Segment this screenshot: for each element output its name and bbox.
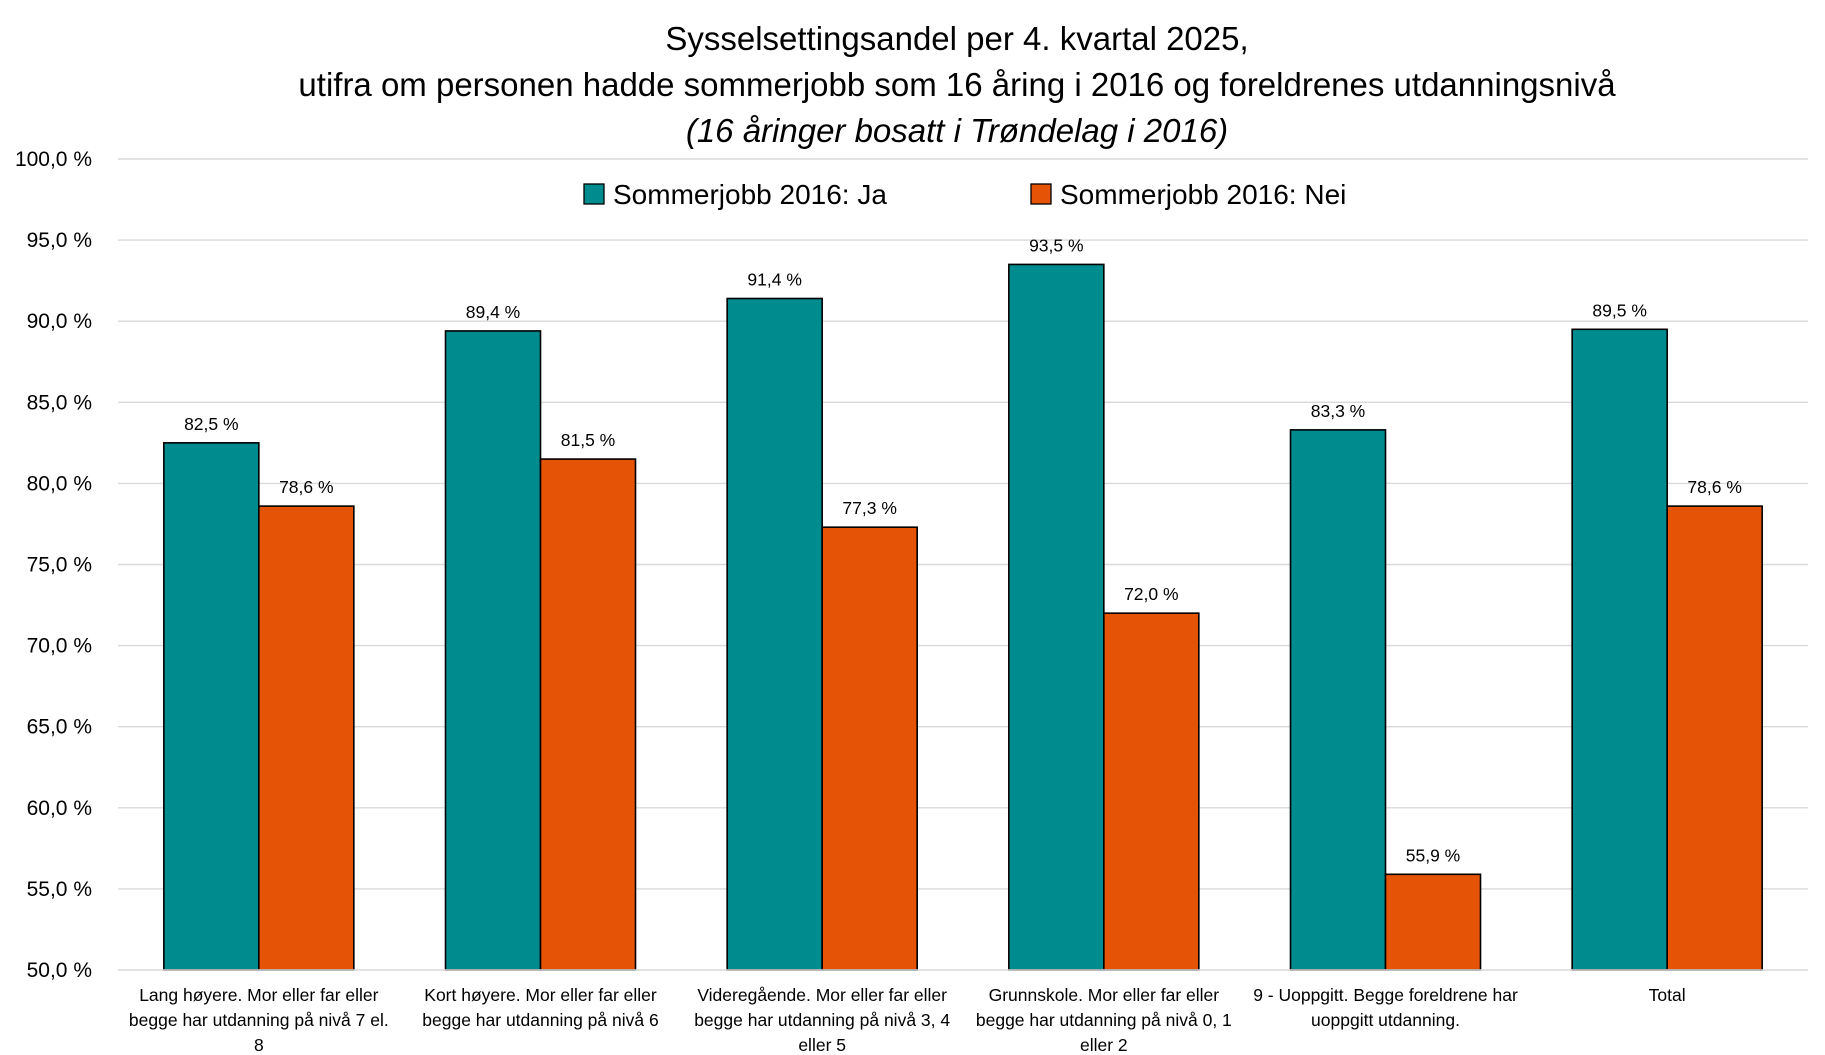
data-label: 82,5 % <box>184 414 238 434</box>
chart-title-line: utifra om personen hadde sommerjobb som … <box>298 66 1616 103</box>
y-axis-ticks: 50,0 % 55,0 % 60,0 % 65,0 % 70,0 % 75,0 % 80,0… <box>15 148 92 982</box>
data-label: 81,5 % <box>561 430 615 450</box>
bar-sommerjobb-nei <box>1103 612 1200 971</box>
bar-sommerjobb-nei <box>1666 505 1763 971</box>
bar-sommerjobb-ja <box>1571 328 1668 971</box>
data-label: 89,5 % <box>1592 300 1646 320</box>
data-label: 91,4 % <box>747 269 801 289</box>
chart-subtitle-line: (16 åringer bosatt i Trøndelag i 2016) <box>686 112 1228 149</box>
bar-sommerjobb-ja <box>726 297 823 971</box>
y-tick-label: 70,0 % <box>27 635 92 658</box>
y-tick-label: 75,0 % <box>27 554 92 577</box>
y-tick-label: 100,0 % <box>15 148 92 171</box>
data-label: 77,3 % <box>842 498 896 518</box>
chart-title: Sysselsettingsandel per 4. kvartal 2025,… <box>298 20 1616 103</box>
x-tick-label: begge har utdanning på nivå 3, 4 <box>694 1010 950 1030</box>
x-tick-label: eller 2 <box>1080 1035 1128 1055</box>
bar-sommerjobb-nei <box>258 505 355 971</box>
legend-swatch <box>583 183 605 205</box>
data-label: 78,6 % <box>279 477 333 497</box>
y-tick-label: 65,0 % <box>27 716 92 739</box>
x-tick-label: uoppgitt utdanning. <box>1311 1010 1460 1030</box>
bar-sommerjobb-nei <box>821 526 918 971</box>
x-tick-label: Kort høyere. Mor eller far eller <box>424 985 657 1005</box>
chart-subtitle: (16 åringer bosatt i Trøndelag i 2016) <box>686 112 1228 149</box>
x-tick-label: Lang høyere. Mor eller far eller <box>139 985 378 1005</box>
bar-sommerjobb-ja <box>444 330 542 971</box>
bars <box>163 263 1763 971</box>
legend: Sommerjobb 2016: Ja Sommerjobb 2016: Nei <box>583 179 1346 210</box>
x-tick-label: begge har utdanning på nivå 7 el. <box>129 1010 389 1030</box>
data-label: 72,0 % <box>1124 584 1178 604</box>
bar-sommerjobb-ja <box>163 442 260 971</box>
legend-entry: Sommerjobb 2016: Nei <box>1060 179 1346 210</box>
chart-title-line: Sysselsettingsandel per 4. kvartal 2025, <box>665 20 1248 57</box>
x-tick-label: Grunnskole. Mor eller far eller <box>989 985 1220 1005</box>
data-label: 93,5 % <box>1029 235 1083 255</box>
data-label: 55,9 % <box>1406 845 1460 865</box>
x-axis-ticks: Lang høyere. Mor eller far eller begge ha… <box>129 985 1686 1055</box>
bar-sommerjobb-nei <box>1384 873 1482 971</box>
y-tick-label: 85,0 % <box>27 391 92 414</box>
x-tick-label: eller 5 <box>798 1035 846 1055</box>
data-label: 89,4 % <box>466 302 520 322</box>
y-tick-label: 55,0 % <box>27 878 92 901</box>
bar-sommerjobb-ja <box>1008 263 1105 971</box>
bar-sommerjobb-ja <box>1289 429 1387 971</box>
x-tick-label: begge har utdanning på nivå 0, 1 <box>976 1010 1232 1030</box>
x-tick-label: Videregående. Mor eller far eller <box>697 985 947 1005</box>
y-tick-label: 95,0 % <box>27 229 92 252</box>
x-tick-label: Total <box>1649 985 1686 1005</box>
x-tick-label: 8 <box>254 1035 264 1055</box>
y-tick-label: 80,0 % <box>27 472 92 495</box>
y-tick-label: 50,0 % <box>27 959 92 982</box>
y-tick-label: 90,0 % <box>27 310 92 333</box>
gridlines <box>118 158 1808 890</box>
y-tick-label: 60,0 % <box>27 797 92 820</box>
legend-swatch <box>1030 183 1052 205</box>
data-label: 78,6 % <box>1687 477 1741 497</box>
data-labels: 82,5 % 78,6 % 89,4 % 81,5 % 91,4 % 77,3 % 93,5… <box>184 235 1742 865</box>
bar-sommerjobb-nei <box>539 458 637 971</box>
legend-entry: Sommerjobb 2016: Ja <box>613 179 887 210</box>
x-tick-label: 9 - Uoppgitt. Begge foreldrene har <box>1253 985 1518 1005</box>
data-label: 83,3 % <box>1311 401 1365 421</box>
x-tick-label: begge har utdanning på nivå 6 <box>422 1010 658 1030</box>
